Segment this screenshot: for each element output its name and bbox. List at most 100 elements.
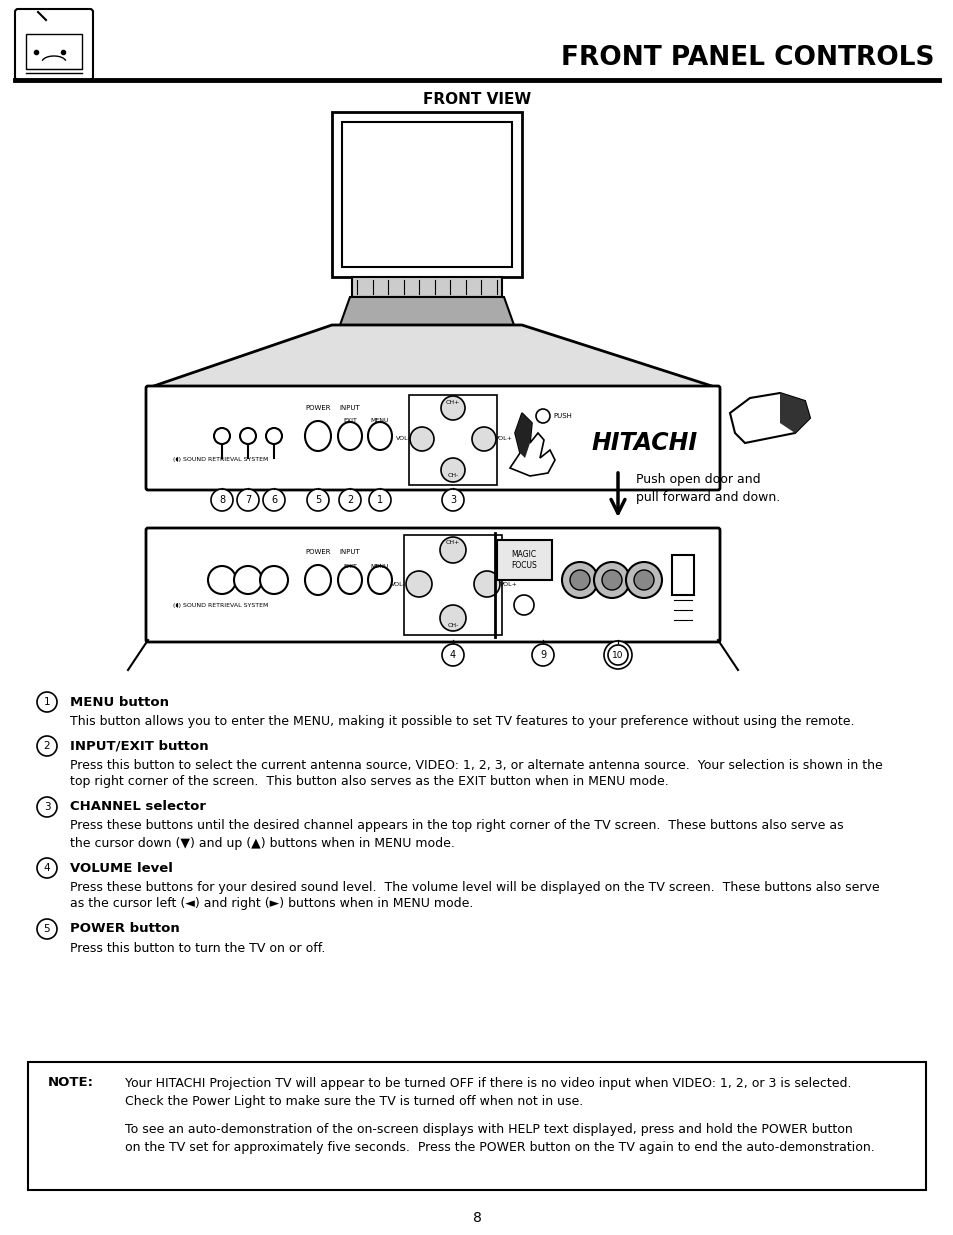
Polygon shape — [148, 325, 718, 388]
Circle shape — [601, 571, 621, 590]
Text: MENU: MENU — [371, 563, 389, 568]
Text: 10: 10 — [612, 651, 623, 659]
Text: EXIT: EXIT — [343, 563, 356, 568]
Circle shape — [472, 427, 496, 451]
Circle shape — [569, 571, 589, 590]
Bar — [341, 122, 512, 267]
Text: (◖) SOUND RETRIEVAL SYSTEM: (◖) SOUND RETRIEVAL SYSTEM — [172, 603, 268, 608]
FancyBboxPatch shape — [146, 387, 720, 490]
Text: on the TV set for approximately five seconds.  Press the POWER button on the TV : on the TV set for approximately five sec… — [125, 1140, 874, 1153]
Text: Press these buttons for your desired sound level.  The volume level will be disp: Press these buttons for your desired sou… — [70, 881, 879, 893]
Text: Press this button to turn the TV on or off.: Press this button to turn the TV on or o… — [70, 941, 325, 955]
Bar — [352, 277, 501, 296]
Circle shape — [37, 919, 57, 939]
Text: MENU button: MENU button — [70, 695, 169, 709]
Circle shape — [441, 643, 463, 666]
Text: FRONT PANEL CONTROLS: FRONT PANEL CONTROLS — [561, 44, 934, 70]
Circle shape — [532, 643, 554, 666]
Circle shape — [439, 537, 465, 563]
Bar — [332, 112, 521, 277]
Circle shape — [634, 571, 654, 590]
Ellipse shape — [368, 422, 392, 450]
Text: 2: 2 — [347, 495, 353, 505]
Circle shape — [474, 571, 499, 597]
Bar — [403, 535, 501, 635]
Polygon shape — [339, 296, 514, 325]
Text: INPUT: INPUT — [339, 405, 360, 411]
Ellipse shape — [337, 422, 361, 450]
Text: the cursor down (▼) and up (▲) buttons when in MENU mode.: the cursor down (▼) and up (▲) buttons w… — [70, 836, 455, 850]
Text: top right corner of the screen.  This button also serves as the EXIT button when: top right corner of the screen. This but… — [70, 776, 668, 788]
Ellipse shape — [305, 564, 331, 595]
Circle shape — [439, 605, 465, 631]
Circle shape — [240, 429, 255, 445]
Ellipse shape — [368, 566, 392, 594]
Text: 8: 8 — [472, 1212, 481, 1225]
Circle shape — [37, 858, 57, 878]
Circle shape — [440, 458, 464, 482]
Text: PUSH: PUSH — [553, 412, 571, 419]
Text: Check the Power Light to make sure the TV is turned off when not in use.: Check the Power Light to make sure the T… — [125, 1094, 582, 1108]
Text: VOL+: VOL+ — [495, 436, 513, 441]
Circle shape — [37, 692, 57, 713]
Text: 9: 9 — [539, 650, 545, 659]
FancyBboxPatch shape — [146, 529, 720, 642]
Text: NOTE:: NOTE: — [48, 1077, 94, 1089]
Polygon shape — [515, 412, 532, 458]
Bar — [671, 555, 693, 595]
Circle shape — [406, 571, 432, 597]
Bar — [28, 1062, 925, 1191]
Text: pull forward and down.: pull forward and down. — [636, 492, 780, 505]
Text: 3: 3 — [44, 802, 51, 811]
Circle shape — [625, 562, 661, 598]
Text: VOL+: VOL+ — [499, 582, 517, 587]
Polygon shape — [510, 412, 555, 475]
Text: 4: 4 — [450, 650, 456, 659]
Text: 2: 2 — [44, 741, 51, 751]
Text: 1: 1 — [44, 697, 51, 706]
Circle shape — [561, 562, 598, 598]
Text: CH+: CH+ — [445, 400, 459, 405]
Circle shape — [260, 566, 288, 594]
Circle shape — [211, 489, 233, 511]
Text: CH-: CH- — [447, 622, 458, 629]
Text: To see an auto-demonstration of the on-screen displays with HELP text displayed,: To see an auto-demonstration of the on-s… — [125, 1123, 852, 1135]
Bar — [26, 35, 82, 69]
Text: CHANNEL selector: CHANNEL selector — [70, 800, 206, 814]
Text: POWER: POWER — [305, 405, 331, 411]
FancyBboxPatch shape — [15, 9, 92, 80]
Circle shape — [263, 489, 285, 511]
Text: VOL-: VOL- — [395, 436, 411, 441]
Text: (◖) SOUND RETRIEVAL SYSTEM: (◖) SOUND RETRIEVAL SYSTEM — [172, 457, 268, 462]
Circle shape — [441, 489, 463, 511]
Text: 1: 1 — [376, 495, 383, 505]
Circle shape — [536, 409, 550, 424]
Text: Push open door and: Push open door and — [636, 473, 760, 487]
Polygon shape — [729, 393, 809, 443]
Circle shape — [607, 645, 627, 664]
Bar — [497, 540, 552, 580]
Text: 7: 7 — [245, 495, 251, 505]
Text: Your HITACHI Projection TV will appear to be turned OFF if there is no video inp: Your HITACHI Projection TV will appear t… — [125, 1077, 851, 1089]
Circle shape — [266, 429, 282, 445]
Circle shape — [233, 566, 262, 594]
Text: 8: 8 — [218, 495, 225, 505]
Circle shape — [37, 736, 57, 756]
Circle shape — [338, 489, 360, 511]
Circle shape — [213, 429, 230, 445]
Text: 5: 5 — [44, 924, 51, 934]
Text: HITACHI: HITACHI — [591, 431, 698, 454]
Text: CH+: CH+ — [445, 540, 459, 545]
Text: 6: 6 — [271, 495, 276, 505]
Text: MENU: MENU — [371, 417, 389, 422]
Text: FRONT VIEW: FRONT VIEW — [422, 93, 531, 107]
Text: This button allows you to enter the MENU, making it possible to set TV features : This button allows you to enter the MENU… — [70, 715, 854, 727]
Circle shape — [236, 489, 258, 511]
Text: POWER: POWER — [305, 550, 331, 555]
Circle shape — [37, 797, 57, 818]
Text: Press these buttons until the desired channel appears in the top right corner of: Press these buttons until the desired ch… — [70, 820, 842, 832]
Bar — [409, 395, 497, 485]
Text: EXIT: EXIT — [343, 417, 356, 422]
Circle shape — [307, 489, 329, 511]
Circle shape — [594, 562, 629, 598]
